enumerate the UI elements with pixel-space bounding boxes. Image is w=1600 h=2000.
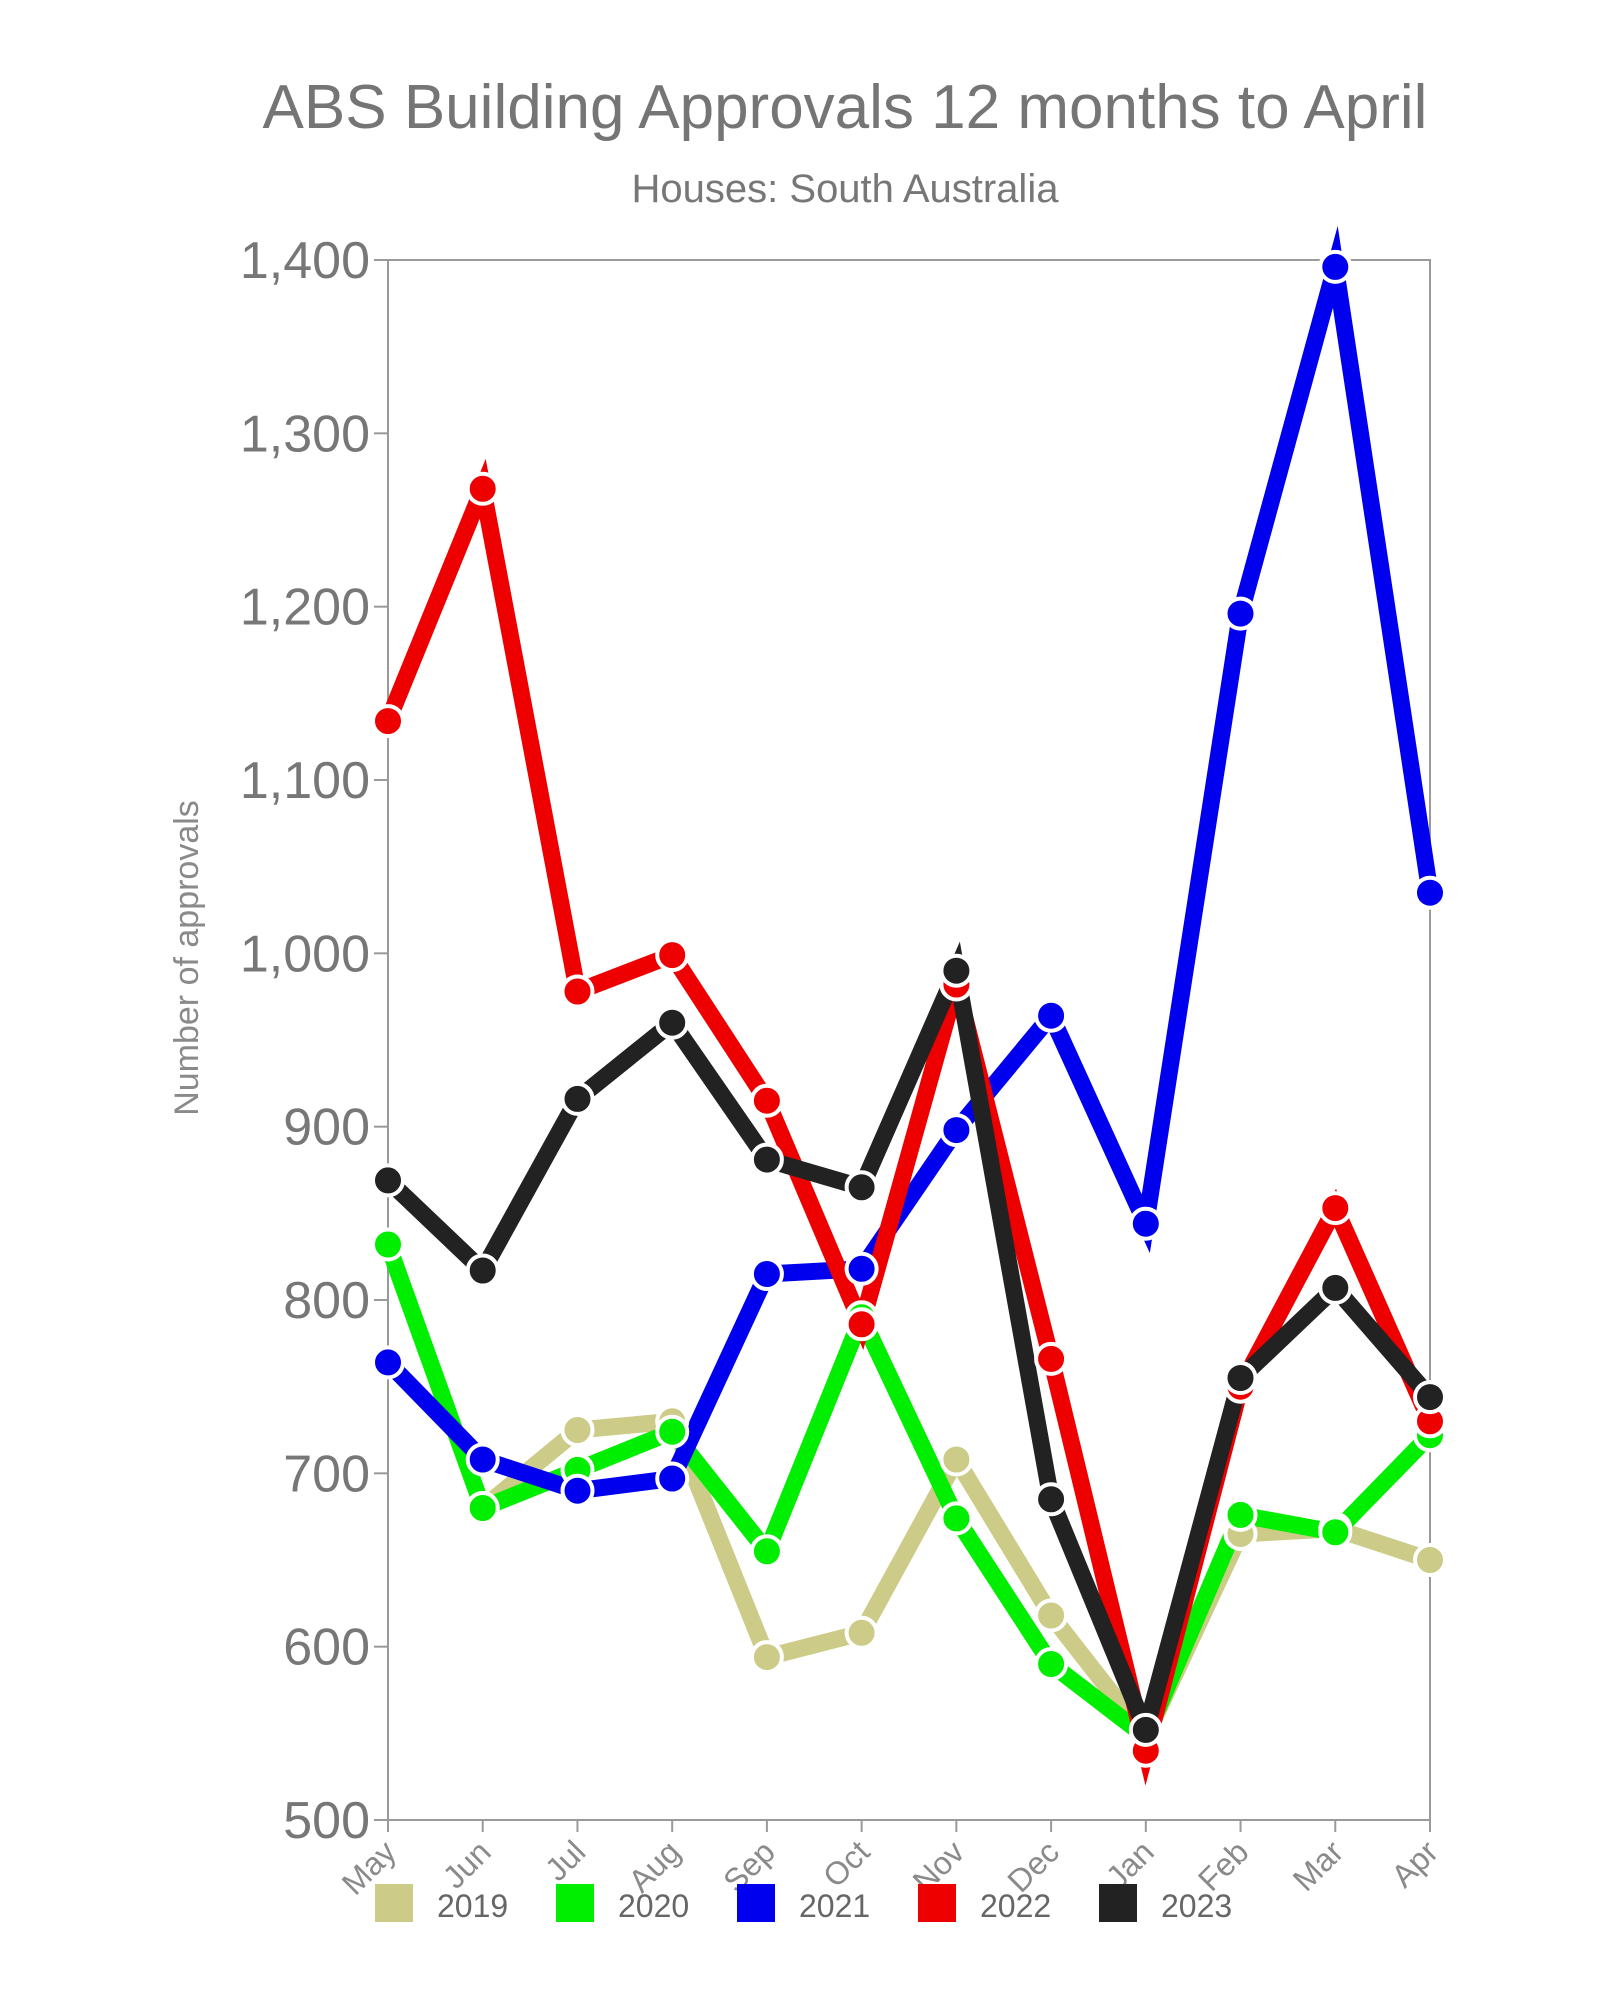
legend-swatch-2022 bbox=[918, 1884, 956, 1922]
legend-label-2019: 2019 bbox=[437, 1888, 508, 1924]
y-tick-label: 700 bbox=[283, 1445, 370, 1503]
data-point-2021 bbox=[1128, 1206, 1163, 1241]
data-point-2023 bbox=[465, 1253, 500, 1288]
data-point-2023 bbox=[749, 1142, 784, 1177]
data-point-2023 bbox=[560, 1081, 595, 1116]
data-point-2023 bbox=[1034, 1482, 1069, 1517]
y-tick-label: 900 bbox=[283, 1099, 370, 1157]
legend-label-2022: 2022 bbox=[980, 1888, 1051, 1924]
data-point-2021 bbox=[465, 1442, 500, 1477]
data-point-2019 bbox=[1413, 1543, 1447, 1577]
data-point-2021 bbox=[1223, 596, 1258, 631]
x-tick-label: Oct bbox=[816, 1833, 877, 1894]
data-point-2022 bbox=[465, 471, 500, 506]
data-point-2022 bbox=[844, 1307, 879, 1342]
legend: 2019 2020 2021 2022 2023 bbox=[375, 1884, 1232, 1924]
data-point-2023 bbox=[844, 1170, 879, 1205]
x-tick-label: Jul bbox=[538, 1833, 592, 1887]
data-point-2021 bbox=[655, 1461, 690, 1496]
data-point-2021 bbox=[1413, 875, 1447, 910]
data-point-2021 bbox=[749, 1257, 784, 1291]
y-tick-label: 1,400 bbox=[240, 232, 370, 290]
legend-swatch-2020 bbox=[556, 1884, 594, 1922]
data-point-2022 bbox=[371, 704, 405, 739]
data-point-2019 bbox=[749, 1640, 784, 1675]
data-point-2021 bbox=[939, 1113, 974, 1148]
legend-label-2023: 2023 bbox=[1161, 1888, 1232, 1924]
y-tick-label: 500 bbox=[283, 1792, 370, 1850]
y-axis-label: Number of approvals bbox=[168, 800, 206, 1116]
data-point-2022 bbox=[1318, 1191, 1353, 1226]
data-point-2021 bbox=[371, 1345, 405, 1380]
legend-label-2020: 2020 bbox=[618, 1888, 689, 1924]
data-point-2020 bbox=[655, 1414, 690, 1449]
data-point-2019 bbox=[560, 1413, 595, 1447]
y-tick-label: 800 bbox=[283, 1272, 370, 1330]
data-point-2021 bbox=[844, 1251, 879, 1286]
data-point-2022 bbox=[1034, 1341, 1069, 1376]
y-tick-label: 600 bbox=[283, 1619, 370, 1677]
legend-swatch-2019 bbox=[375, 1884, 413, 1922]
legend-label-2021: 2021 bbox=[799, 1888, 870, 1924]
data-point-2020 bbox=[1223, 1497, 1258, 1532]
data-point-2020 bbox=[939, 1501, 974, 1536]
data-point-2023 bbox=[1318, 1270, 1353, 1305]
y-tick-label: 1,200 bbox=[240, 579, 370, 637]
chart-title: ABS Building Approvals 12 months to Apri… bbox=[263, 73, 1428, 142]
data-point-2021 bbox=[1318, 249, 1353, 284]
data-point-2020 bbox=[465, 1491, 500, 1525]
plot-area bbox=[387, 259, 1431, 1821]
legend-swatch-2021 bbox=[737, 1884, 775, 1922]
data-point-2020 bbox=[1034, 1647, 1069, 1681]
data-point-2023 bbox=[1413, 1380, 1447, 1415]
data-point-2023 bbox=[655, 1005, 690, 1040]
data-point-2023 bbox=[1223, 1361, 1258, 1395]
data-point-2020 bbox=[749, 1534, 784, 1569]
data-point-2021 bbox=[1034, 998, 1069, 1033]
data-point-2020 bbox=[371, 1227, 405, 1262]
data-point-2023 bbox=[939, 953, 974, 988]
series-line-2023 bbox=[382, 941, 1437, 1757]
x-tick-label: Apr bbox=[1384, 1833, 1445, 1894]
data-point-2019 bbox=[939, 1442, 974, 1477]
y-axis: 500 600 700 800 900 1,000 1,100 1,200 1,300 1,400 bbox=[240, 232, 388, 1850]
y-tick-label: 1,100 bbox=[240, 752, 370, 810]
data-point-2019 bbox=[844, 1615, 879, 1650]
data-point-2022 bbox=[560, 974, 595, 1009]
data-point-2021 bbox=[560, 1473, 595, 1508]
data-point-2023 bbox=[371, 1163, 405, 1198]
data-point-2019 bbox=[1034, 1598, 1069, 1633]
x-tick-label: Mar bbox=[1286, 1833, 1351, 1898]
data-point-2022 bbox=[749, 1083, 784, 1118]
series-lines bbox=[380, 225, 1439, 1786]
data-point-2022 bbox=[655, 938, 690, 973]
x-tick-label: Jun bbox=[436, 1833, 498, 1895]
chart-subtitle: Houses: South Australia bbox=[632, 167, 1060, 211]
legend-swatch-2023 bbox=[1099, 1884, 1137, 1922]
series-points bbox=[371, 249, 1447, 1768]
y-tick-label: 1,000 bbox=[240, 925, 370, 983]
data-point-2023 bbox=[1128, 1712, 1163, 1747]
y-tick-label: 1,300 bbox=[240, 405, 370, 463]
data-point-2020 bbox=[1318, 1515, 1353, 1550]
